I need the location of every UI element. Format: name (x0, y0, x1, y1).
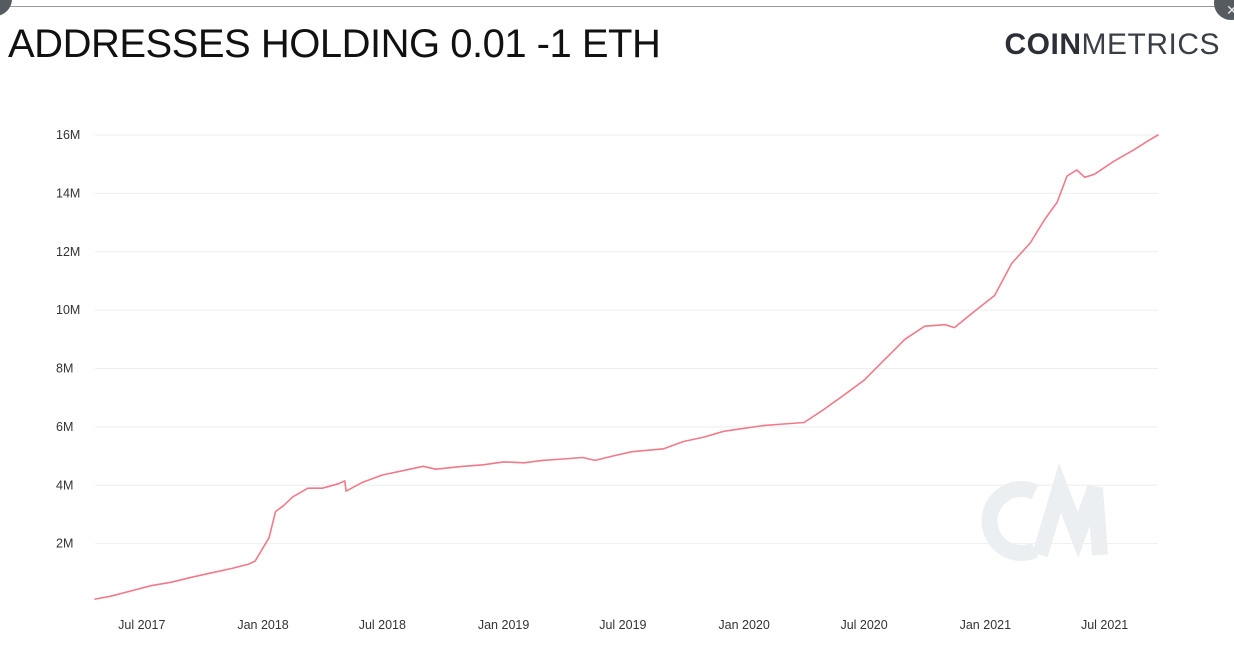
logo-text-light: METRICS (1081, 28, 1220, 61)
x-tick-label: Jul 2017 (118, 618, 165, 632)
x-tick-label: Jul 2021 (1081, 618, 1128, 632)
coinmetrics-logo: COINMETRICS (1005, 28, 1221, 62)
series-line (94, 134, 1159, 600)
x-tick-label: Jan 2021 (960, 618, 1011, 632)
x-tick-label: Jul 2018 (359, 618, 406, 632)
x-tick-label: Jul 2019 (599, 618, 646, 632)
chart-title: ADDRESSES HOLDING 0.01 -1 ETH (8, 22, 661, 66)
series-group (94, 134, 1159, 600)
y-tick-label: 16M (56, 128, 80, 142)
y-tick-label: 8M (56, 362, 73, 376)
y-tick-label: 2M (56, 537, 73, 551)
logo-text-bold: COIN (1004, 28, 1082, 61)
y-tick-label: 12M (56, 245, 80, 259)
x-tick-label: Jan 2018 (237, 618, 288, 632)
y-tick-label: 6M (56, 420, 73, 434)
watermark-m-shape (1032, 463, 1108, 558)
x-tick-label: Jan 2019 (478, 618, 529, 632)
x-tick-label: Jul 2020 (840, 618, 887, 632)
close-icon[interactable]: ✕ (1226, 2, 1234, 18)
gridlines (95, 134, 1158, 545)
x-tick-label: Jan 2020 (718, 618, 769, 632)
y-tick-label: 10M (56, 303, 80, 317)
y-axis: 2M 4M 6M 8M 10M 12M 14M 16M (56, 128, 80, 551)
y-tick-label: 14M (56, 186, 80, 200)
top-divider (0, 6, 1234, 7)
y-tick-label: 4M (56, 478, 73, 492)
x-axis: Jul 2017 Jan 2018 Jul 2018 Jan 2019 Jul 2019… (118, 618, 1128, 632)
watermark-c-shape (981, 481, 1039, 561)
close-button[interactable] (1214, 0, 1234, 20)
cm-watermark-icon (981, 463, 1108, 561)
